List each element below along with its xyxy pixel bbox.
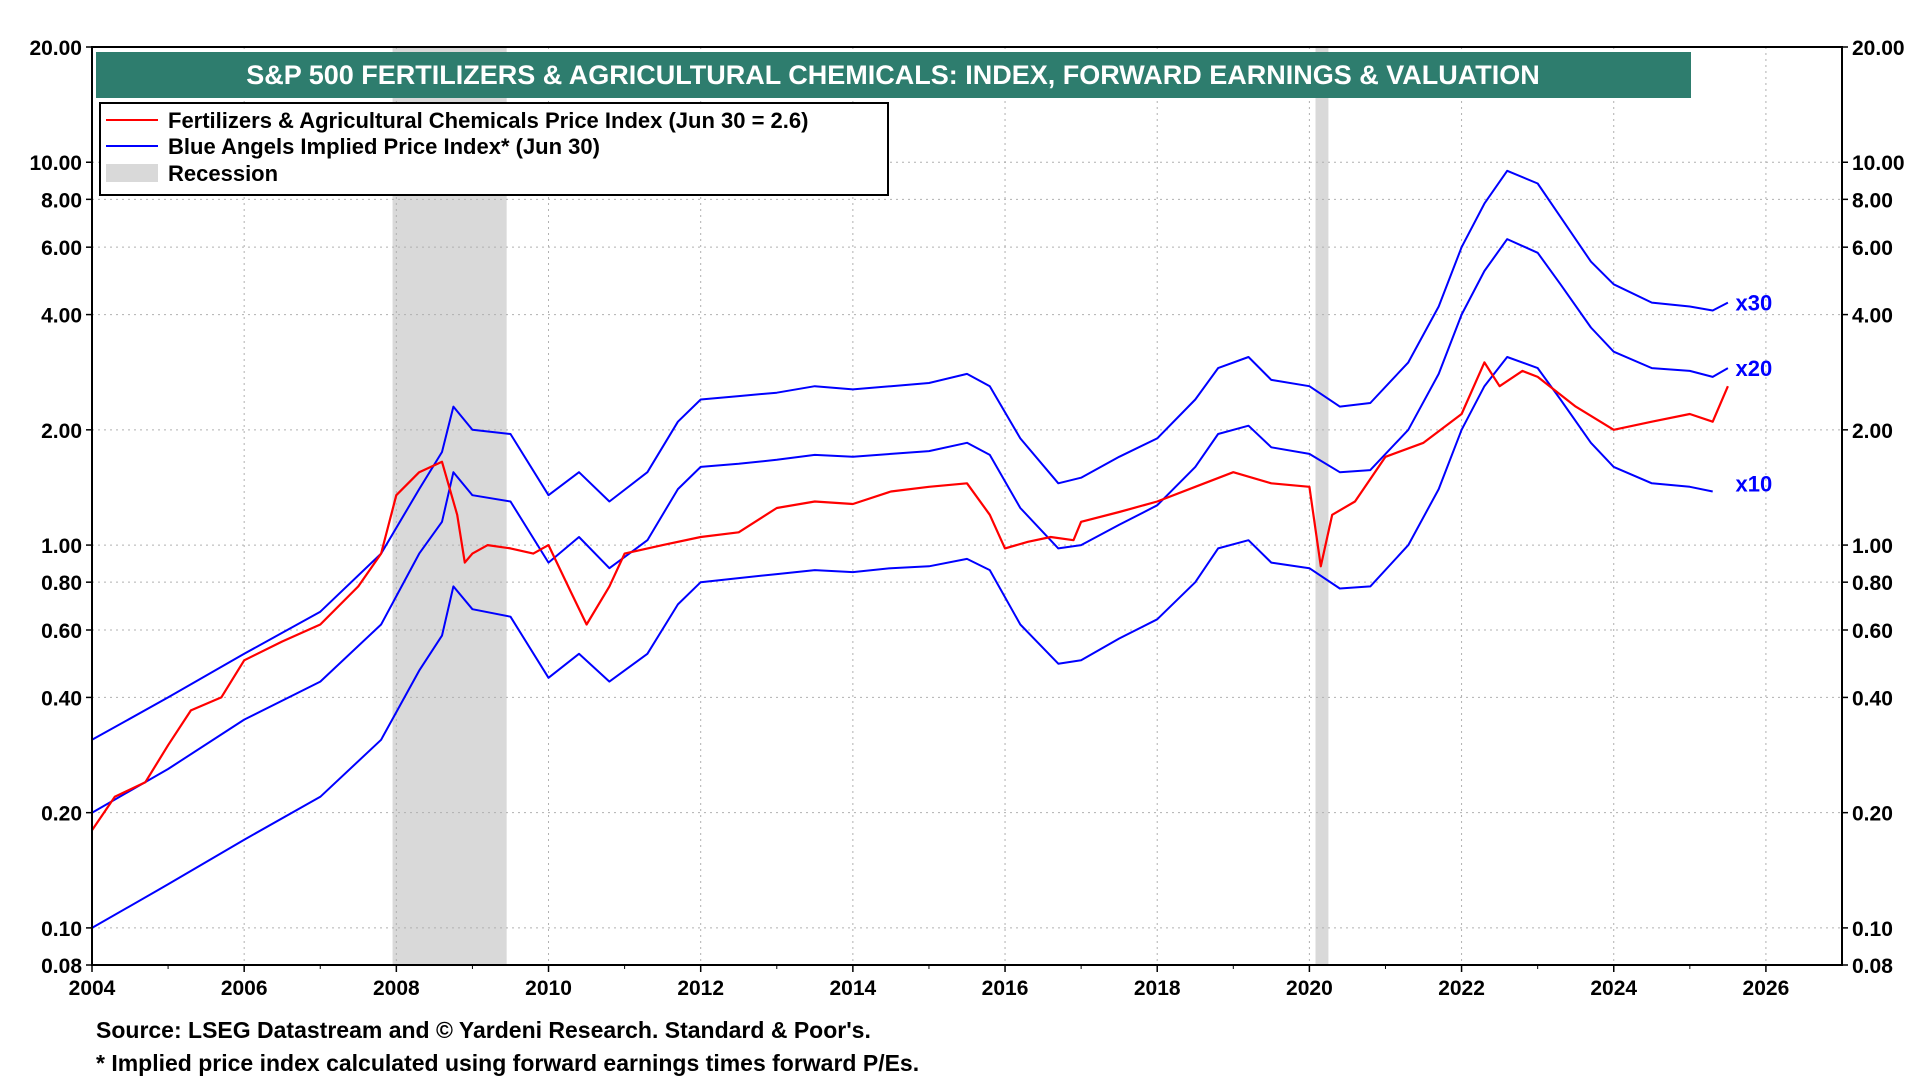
y-tick-label-left: 20.00	[29, 37, 82, 60]
legend: Fertilizers & Agricultural Chemicals Pri…	[99, 102, 889, 196]
legend-label-recession: Recession	[168, 161, 278, 186]
x-tick-label: 2012	[677, 977, 724, 1000]
y-tick-label-right: 0.08	[1852, 955, 1893, 978]
legend-label-price: Fertilizers & Agricultural Chemicals Pri…	[168, 108, 808, 133]
plot-frame	[91, 46, 1843, 966]
axes	[91, 46, 1843, 966]
series-lines	[91, 169, 1729, 929]
series-line-price-index	[91, 361, 1729, 831]
y-tick-label-left: 8.00	[41, 189, 82, 212]
x-tick-label: 2024	[1590, 977, 1637, 1000]
x-tick-label: 2016	[982, 977, 1029, 1000]
y-tick-label-left: 0.80	[41, 572, 82, 595]
x-tick-label: 2026	[1743, 977, 1790, 1000]
y-tick-label-right: 6.00	[1852, 237, 1893, 260]
legend-label-implied: Blue Angels Implied Price Index* (Jun 30…	[168, 134, 600, 159]
y-tick-label-right: 0.10	[1852, 918, 1893, 941]
multiple-label: x10	[1735, 471, 1772, 496]
x-tick-label: 2006	[221, 977, 268, 1000]
y-tick-label-right: 0.40	[1852, 687, 1893, 710]
legend-box	[99, 102, 889, 196]
multiple-label: x30	[1735, 291, 1772, 316]
y-tick-label-right: 20.00	[1852, 37, 1905, 60]
y-tick-label-left: 0.40	[41, 687, 82, 710]
x-tick-label: 2022	[1438, 977, 1485, 1000]
tick-labels: 20.00 20.00 10.00 10.00 8.00 8.00 6.00 6.00 4.00…	[29, 37, 1904, 1000]
y-tick-label-left: 4.00	[41, 305, 82, 328]
y-tick-label-left: 0.20	[41, 803, 82, 826]
y-tick-label-left: 10.00	[29, 152, 82, 175]
x-tick-label: 2008	[373, 977, 420, 1000]
chart-title: S&P 500 FERTILIZERS & AGRICULTURAL CHEMI…	[246, 60, 1540, 90]
x-tick-label: 2014	[830, 977, 877, 1000]
recession-band	[392, 47, 507, 965]
x-tick-label: 2018	[1134, 977, 1181, 1000]
y-tick-label-left: 0.10	[41, 918, 82, 941]
legend-swatch-recession	[106, 164, 158, 182]
series-line-implied-x30	[91, 169, 1729, 741]
gridlines	[86, 46, 1848, 972]
y-tick-label-right: 0.60	[1852, 620, 1893, 643]
y-tick-label-right: 4.00	[1852, 305, 1893, 328]
y-tick-label-right: 1.00	[1852, 535, 1893, 558]
multiple-label: x20	[1735, 356, 1772, 381]
x-tick-label: 2004	[69, 977, 116, 1000]
series-annotations: x30 x20 x10	[1735, 291, 1772, 497]
source-note: Source: LSEG Datastream and © Yardeni Re…	[96, 1017, 871, 1043]
y-tick-label-left: 1.00	[41, 535, 82, 558]
y-tick-label-left: 0.08	[41, 955, 82, 978]
implied-price-footnote: * Implied price index calculated using f…	[96, 1050, 920, 1076]
title-banner	[96, 52, 1691, 98]
recession-bands	[392, 47, 1329, 965]
y-tick-label-left: 6.00	[41, 237, 82, 260]
y-tick-label-right: 10.00	[1852, 152, 1905, 175]
recession-band	[1315, 47, 1329, 965]
y-tick-label-left: 0.60	[41, 620, 82, 643]
x-tick-label: 2020	[1286, 977, 1333, 1000]
series-line-implied-x20	[91, 238, 1729, 814]
y-tick-label-right: 0.20	[1852, 803, 1893, 826]
x-tick-label: 2010	[525, 977, 572, 1000]
series-line-implied-x10	[91, 356, 1713, 929]
chart: 20.00 20.00 10.00 10.00 8.00 8.00 6.00 6.00 4.00…	[29, 37, 1904, 1000]
y-tick-label-right: 0.80	[1852, 572, 1893, 595]
y-tick-label-right: 8.00	[1852, 189, 1893, 212]
y-tick-label-left: 2.00	[41, 420, 82, 443]
y-tick-label-right: 2.00	[1852, 420, 1893, 443]
